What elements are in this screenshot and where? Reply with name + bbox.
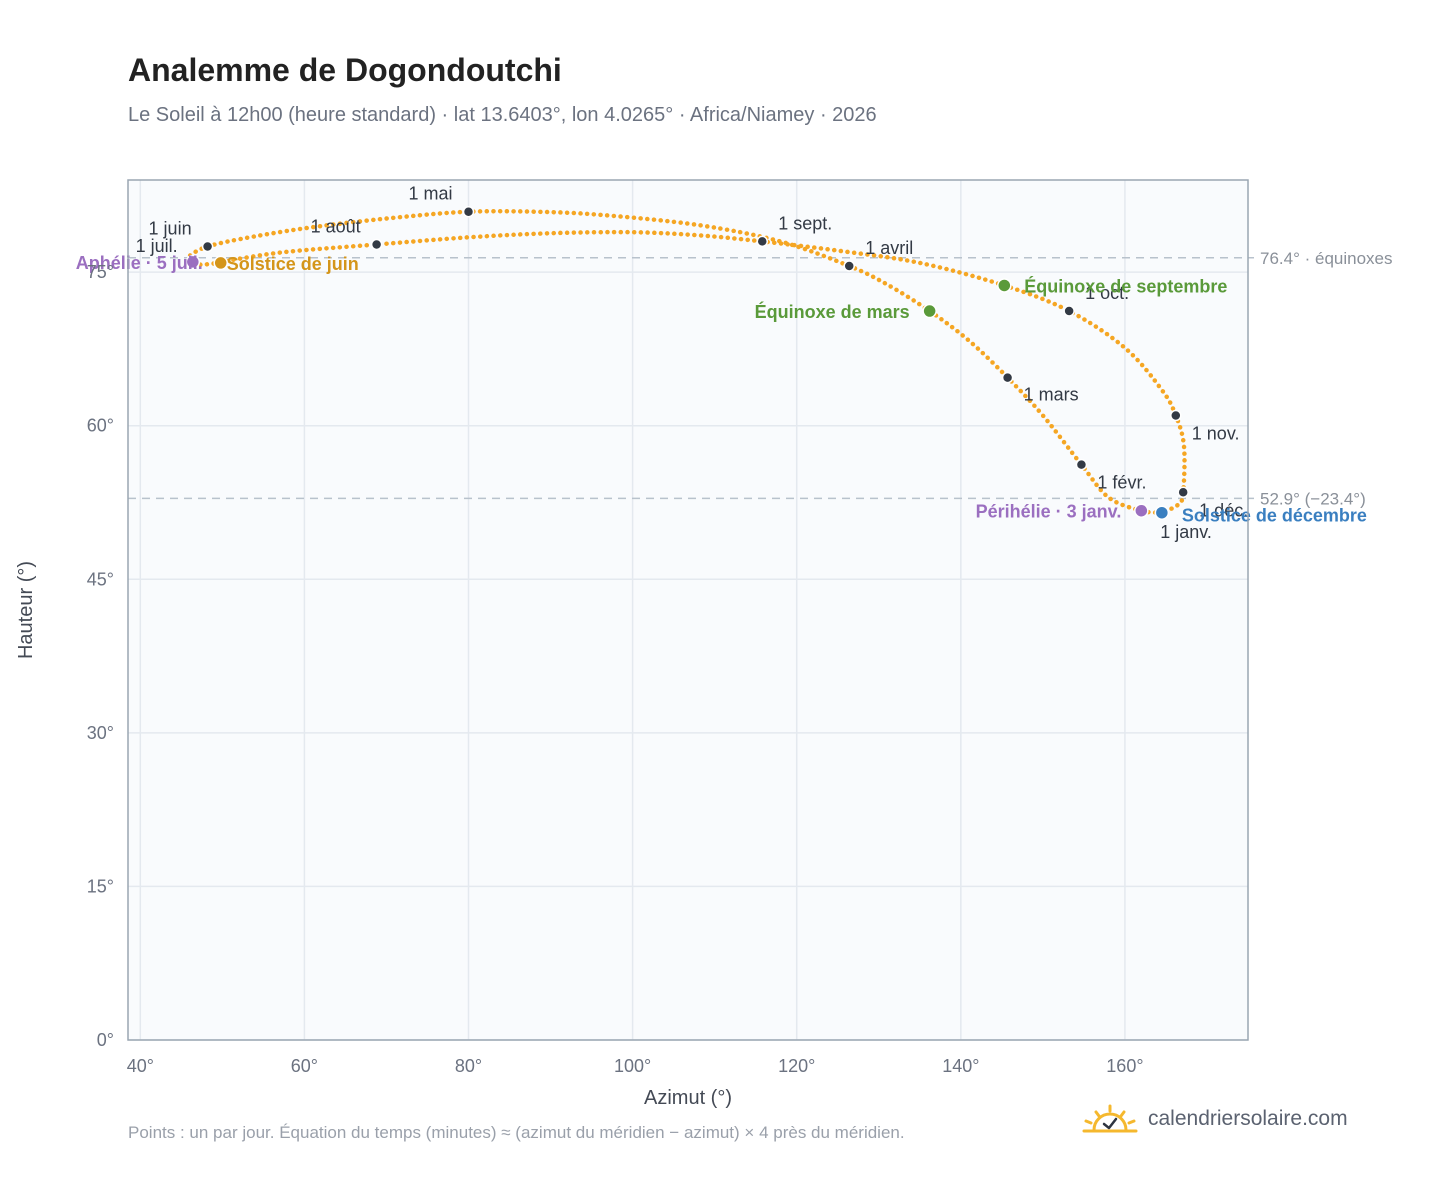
brand-name: calendriersolaire.com: [1148, 1107, 1348, 1130]
month-marker: [201, 240, 214, 253]
event-marker: [1134, 503, 1149, 518]
month-marker: [756, 235, 769, 248]
footnote: Points : un par jour. Équation du temps …: [128, 1123, 905, 1142]
reference-line-label: 76.4° · équinoxes: [1260, 249, 1393, 268]
event-label: Solstice de décembre: [1182, 506, 1367, 526]
month-label: 1 févr.: [1097, 473, 1146, 493]
y-tick-label: 60°: [87, 416, 114, 436]
month-marker: [1177, 486, 1189, 499]
month-label: 1 juil.: [136, 236, 178, 256]
month-marker: [843, 260, 855, 272]
event-marker: [213, 255, 228, 271]
y-axis-title: Hauteur (°): [15, 561, 37, 659]
x-tick-label: 100°: [614, 1056, 651, 1076]
x-tick-label: 80°: [455, 1056, 482, 1076]
month-label: 1 oct.: [1085, 283, 1129, 303]
chart-title: Analemme de Dogondoutchi: [128, 52, 562, 88]
month-marker: [1075, 458, 1088, 471]
event-marker: [1154, 505, 1170, 520]
month-marker: [370, 238, 383, 251]
month-label: 1 juin: [149, 219, 192, 239]
x-tick-label: 40°: [127, 1056, 154, 1076]
month-marker: [1063, 305, 1075, 317]
x-tick-label: 140°: [942, 1056, 979, 1076]
event-label: Solstice de juin: [227, 254, 359, 274]
x-tick-label: 120°: [778, 1056, 815, 1076]
y-tick-label: 30°: [87, 723, 114, 743]
y-tick-label: 45°: [87, 569, 114, 589]
y-tick-label: 0°: [97, 1030, 114, 1050]
month-label: 1 nov.: [1192, 423, 1240, 443]
month-marker: [462, 205, 475, 218]
event-markers: Équinoxe de mars Équinoxe de septembre Sol…: [76, 253, 1367, 526]
x-axis-title: Azimut (°): [644, 1087, 732, 1109]
event-label: Aphélie · 5 juil.: [76, 253, 203, 273]
x-tick-label: 160°: [1106, 1056, 1143, 1076]
event-label: Périhélie · 3 janv.: [976, 502, 1122, 522]
month-label: 1 mai: [408, 184, 452, 204]
month-label: 1 janv.: [1160, 522, 1212, 542]
event-marker: [997, 278, 1012, 293]
chart-subtitle: Le Soleil à 12h00 (heure standard) · lat…: [128, 104, 877, 126]
brand[interactable]: calendriersolaire.com: [1082, 1104, 1348, 1134]
month-label: 1 déc.: [1199, 500, 1248, 520]
x-tick-label: 60°: [291, 1056, 318, 1076]
event-label: Équinoxe de mars: [755, 301, 910, 322]
y-tick-label: 75°: [87, 262, 114, 282]
sun-check-icon: [1082, 1104, 1138, 1133]
month-label: 1 sept.: [778, 213, 832, 233]
month-marker: [1170, 409, 1182, 422]
reference-lines: 76.4° · équinoxes 52.9° (−23.4°): [128, 249, 1393, 508]
event-marker: [922, 303, 937, 319]
reference-line-label: 52.9° (−23.4°): [1260, 489, 1366, 508]
month-label: 1 août: [311, 217, 361, 237]
month-marker: [1001, 371, 1014, 384]
y-tick-label: 15°: [87, 876, 114, 896]
plot-frame: [127, 179, 1249, 1041]
event-label: Équinoxe de septembre: [1024, 275, 1227, 296]
plot-background: [128, 180, 1248, 1040]
month-label: 1 mars: [1024, 385, 1079, 405]
month-label: 1 avril: [865, 238, 913, 258]
axis-ticks: 40° 60° 80° 100° 120° 140° 160° 0° 15° 30° 45° 60° 7…: [87, 262, 1144, 1076]
event-marker: [185, 254, 201, 270]
